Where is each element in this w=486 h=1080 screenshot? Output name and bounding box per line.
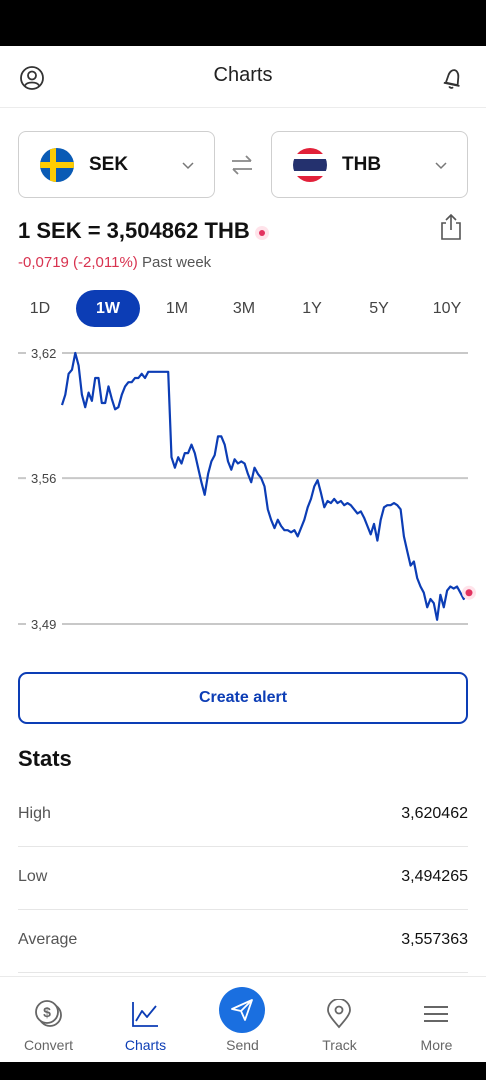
- stat-label: Low: [18, 868, 48, 885]
- range-tab-1d[interactable]: 1D: [29, 300, 51, 317]
- charts-screen: Charts SEK THB 1 SEK: [0, 46, 486, 1062]
- rate-chart: 3,62 3,56 3,49: [18, 344, 476, 633]
- tab-send[interactable]: Send: [194, 977, 291, 1062]
- bell-icon[interactable]: [440, 65, 466, 91]
- stat-label: Average: [18, 931, 78, 948]
- stats-title: Stats: [18, 746, 72, 771]
- stat-row-low: Low 3,494265: [18, 847, 468, 910]
- rate-series-line: [60, 351, 468, 621]
- range-tab-1y[interactable]: 1Y: [302, 300, 322, 317]
- tab-label: Track: [322, 1037, 357, 1053]
- swap-icon[interactable]: [228, 151, 256, 179]
- change-period: Past week: [141, 254, 212, 271]
- y-tick-label: 3,56: [31, 471, 56, 486]
- stat-row-average: Average 3,557363: [18, 910, 468, 973]
- create-alert-button[interactable]: Create alert: [18, 672, 468, 724]
- range-tab-3m[interactable]: 3M: [232, 300, 256, 317]
- tab-label: More: [420, 1037, 453, 1053]
- from-currency-code: SEK: [89, 154, 129, 175]
- tick-label-bg: [26, 344, 62, 362]
- stat-value: 3,620462: [401, 805, 468, 822]
- location-pin-icon: [327, 999, 351, 1029]
- chevron-down-icon: [182, 162, 194, 170]
- range-tab-5y[interactable]: 5Y: [369, 300, 389, 317]
- current-point-marker: [465, 589, 473, 597]
- stat-label: High: [18, 805, 51, 822]
- tick-label-bg: [26, 615, 62, 633]
- tick-label-bg: [26, 469, 62, 488]
- app-header: Charts: [0, 46, 486, 108]
- stat-value: 3,494265: [401, 868, 468, 885]
- send-button-circle: [219, 987, 265, 1033]
- change-value: -0,0719 (-2,011%): [18, 254, 138, 271]
- tab-more[interactable]: More: [388, 977, 485, 1062]
- live-indicator: [255, 226, 269, 240]
- range-tab-10y[interactable]: 10Y: [432, 300, 462, 317]
- tab-charts[interactable]: Charts: [97, 977, 194, 1062]
- sweden-flag-icon: [40, 148, 74, 182]
- stat-value: 3,557363: [401, 931, 468, 948]
- rate-change: -0,0719 (-2,011%) Past week: [18, 254, 211, 271]
- exchange-rate: 1 SEK = 3,504862 THB: [18, 218, 250, 243]
- from-currency-selector[interactable]: SEK: [18, 131, 215, 198]
- menu-icon: [424, 1006, 448, 1022]
- tab-label: Charts: [124, 1037, 167, 1053]
- chart-line-icon: [132, 1002, 158, 1027]
- profile-icon[interactable]: [19, 65, 45, 91]
- svg-text:$: $: [43, 1004, 51, 1020]
- y-tick-label: 3,62: [31, 346, 56, 361]
- range-tab-1m[interactable]: 1M: [165, 300, 189, 317]
- time-range-tabs: 1D 1W 1M 3M 1Y 5Y 10Y: [0, 290, 486, 328]
- tab-label: Convert: [23, 1037, 74, 1053]
- coins-icon: $: [35, 1000, 62, 1027]
- thailand-flag-icon: [293, 148, 327, 182]
- to-currency-code: THB: [342, 154, 382, 175]
- tab-track[interactable]: Track: [291, 977, 388, 1062]
- share-icon[interactable]: [438, 212, 464, 242]
- tab-label: Send: [226, 1037, 259, 1053]
- tab-convert[interactable]: $ Convert: [0, 977, 97, 1062]
- page-title: Charts: [213, 64, 273, 86]
- paper-plane-icon: [231, 999, 253, 1021]
- chevron-down-icon: [435, 162, 447, 170]
- y-tick-label: 3,49: [31, 617, 56, 632]
- stat-row-high: High 3,620462: [18, 784, 468, 847]
- range-tab-1w[interactable]: 1W: [76, 290, 140, 327]
- bottom-tab-bar: $ Convert Charts Send: [0, 976, 486, 1062]
- to-currency-selector[interactable]: THB: [271, 131, 468, 198]
